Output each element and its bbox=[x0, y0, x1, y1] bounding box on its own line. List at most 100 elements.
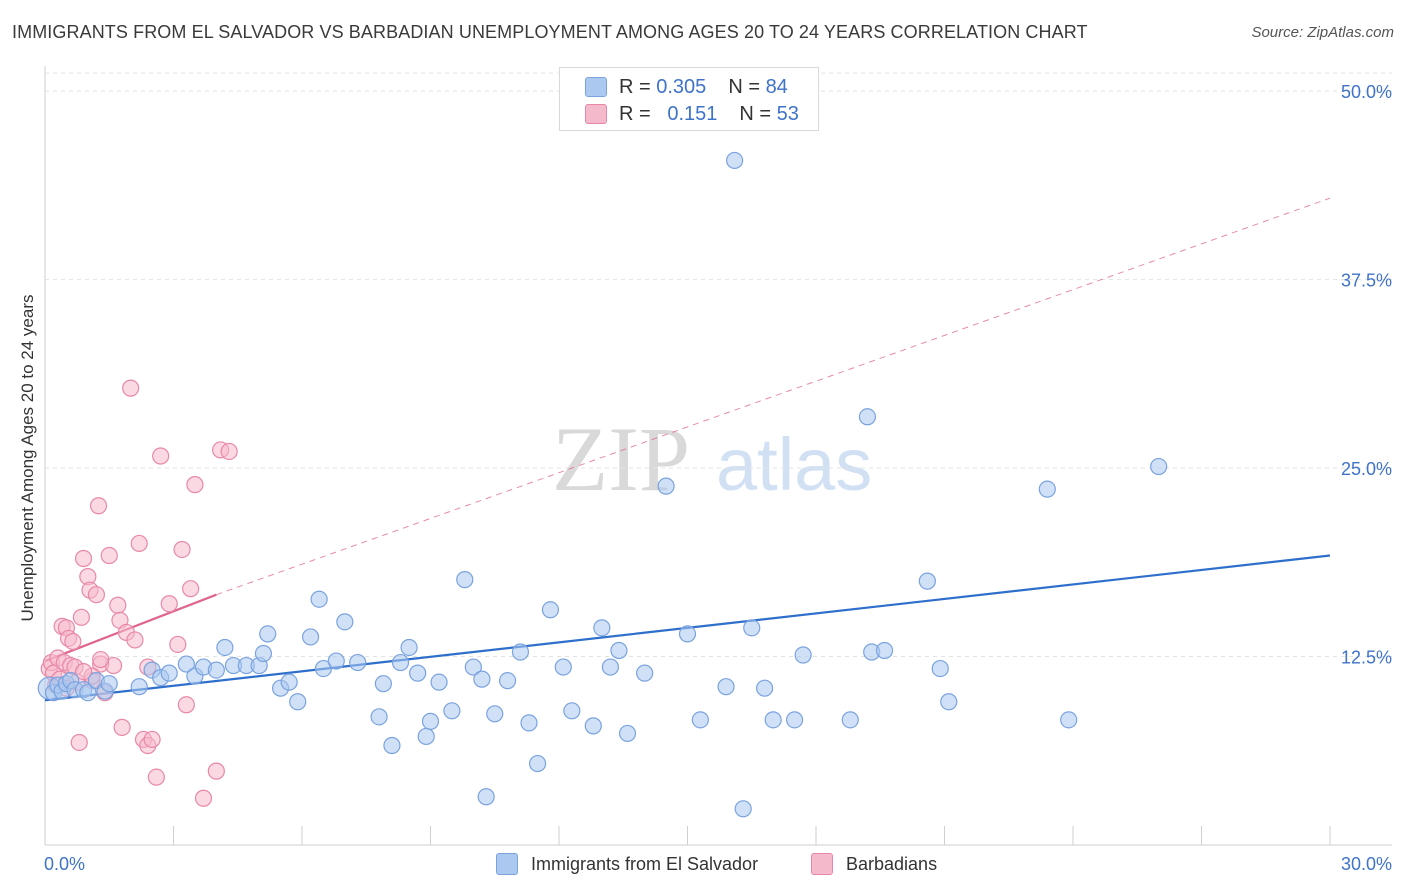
data-point-el-salvador bbox=[678, 625, 697, 643]
data-point-el-salvador bbox=[918, 572, 936, 590]
legend-r-value: 0.305 bbox=[656, 75, 707, 98]
data-point-barbadians bbox=[194, 789, 213, 807]
data-point-el-salvador bbox=[717, 678, 735, 696]
data-point-el-salvador bbox=[456, 571, 474, 589]
data-point-el-salvador bbox=[383, 736, 401, 755]
data-point-el-salvador bbox=[486, 705, 504, 723]
legend-r-label: R = bbox=[619, 102, 651, 125]
x-tick-label: 30.0% bbox=[1341, 854, 1392, 874]
data-point-el-salvador bbox=[1150, 457, 1168, 476]
data-point-el-salvador bbox=[160, 664, 178, 682]
data-point-barbadians bbox=[109, 596, 127, 614]
data-point-barbadians bbox=[173, 540, 191, 559]
data-point-el-salvador bbox=[584, 717, 602, 735]
data-point-el-salvador bbox=[499, 672, 517, 690]
legend-n-value: 84 bbox=[765, 75, 788, 98]
data-point-barbadians bbox=[64, 632, 82, 651]
data-point-el-salvador bbox=[417, 727, 435, 746]
data-point-el-salvador bbox=[1038, 480, 1056, 498]
y-tick-label: 50.0% bbox=[1341, 82, 1392, 102]
bottom-legend-el-salvador: Immigrants from El Salvador bbox=[496, 852, 758, 876]
data-point-barbadians bbox=[74, 549, 93, 568]
data-point-barbadians bbox=[143, 730, 161, 749]
data-point-el-salvador bbox=[301, 628, 320, 646]
data-point-el-salvador bbox=[409, 664, 427, 682]
data-point-barbadians bbox=[100, 546, 118, 565]
data-point-el-salvador bbox=[79, 684, 97, 702]
data-point-barbadians bbox=[152, 447, 170, 465]
legend-n-label: N = bbox=[739, 102, 772, 125]
data-point-el-salvador bbox=[755, 679, 774, 697]
bottom-legend-swatch-blue bbox=[496, 853, 518, 875]
data-point-el-salvador bbox=[443, 702, 461, 720]
data-point-el-salvador bbox=[726, 151, 744, 170]
data-point-el-salvador bbox=[593, 619, 611, 637]
data-point-el-salvador bbox=[327, 652, 345, 670]
data-point-el-salvador bbox=[940, 693, 958, 711]
legend-row-el-salvador: R = 0.305 N = 84 bbox=[585, 75, 788, 99]
data-point-el-salvador bbox=[349, 653, 367, 672]
data-point-barbadians bbox=[72, 608, 91, 626]
data-point-el-salvador bbox=[743, 619, 761, 637]
data-point-el-salvador bbox=[391, 653, 410, 672]
data-point-el-salvador bbox=[310, 590, 328, 608]
tick-labels: 12.5% 25.0% 37.5% 50.0% 0.0% 30.0% bbox=[44, 82, 1392, 874]
data-point-el-salvador bbox=[259, 625, 277, 643]
data-point-barbadians bbox=[169, 635, 187, 654]
data-point-el-salvador bbox=[734, 800, 752, 818]
data-point-el-salvador bbox=[254, 644, 273, 663]
data-point-barbadians bbox=[220, 442, 238, 461]
legend-swatch-pink bbox=[585, 104, 607, 124]
barbadians-points bbox=[40, 379, 238, 807]
legend-r-label: R = bbox=[619, 75, 651, 98]
data-point-barbadians bbox=[89, 497, 108, 515]
data-point-el-salvador bbox=[563, 702, 581, 720]
data-point-barbadians bbox=[87, 586, 106, 604]
data-point-barbadians bbox=[186, 476, 204, 494]
data-point-el-salvador bbox=[421, 712, 440, 730]
data-point-el-salvador bbox=[477, 788, 495, 806]
data-point-el-salvador bbox=[764, 711, 782, 729]
data-point-barbadians bbox=[70, 733, 88, 752]
y-tick-label: 12.5% bbox=[1341, 648, 1392, 668]
data-point-barbadians bbox=[177, 696, 195, 714]
bottom-legend-label: Immigrants from El Salvador bbox=[531, 853, 759, 874]
data-point-el-salvador bbox=[636, 664, 654, 682]
chart-title: IMMIGRANTS FROM EL SALVADOR VS BARBADIAN… bbox=[12, 22, 1088, 42]
bottom-legend-barbadians: Barbadians bbox=[811, 852, 937, 876]
watermark-zip: ZIP bbox=[552, 408, 690, 510]
data-point-el-salvador bbox=[207, 661, 225, 679]
data-point-el-salvador bbox=[464, 658, 482, 676]
data-point-el-salvador bbox=[528, 754, 547, 773]
data-point-el-salvador bbox=[280, 673, 298, 691]
y-tick-label: 37.5% bbox=[1341, 271, 1392, 291]
data-point-el-salvador bbox=[370, 708, 388, 726]
legend-row-barbadians: R = 0.151 N = 53 bbox=[585, 102, 799, 126]
x-tick-label: 0.0% bbox=[44, 854, 85, 874]
data-point-el-salvador bbox=[289, 693, 307, 711]
data-point-el-salvador bbox=[601, 658, 620, 676]
data-point-el-salvador bbox=[520, 714, 538, 732]
bottom-legend-swatch-pink bbox=[811, 853, 833, 875]
el-salvador-points bbox=[37, 84, 1168, 818]
trend-line-barbadians-extension bbox=[216, 197, 1331, 596]
legend-r-value: 0.151 bbox=[667, 102, 718, 125]
bottom-legend-label: Barbadians bbox=[846, 853, 938, 874]
data-point-barbadians bbox=[207, 762, 225, 780]
data-point-el-salvador bbox=[541, 601, 560, 619]
data-point-el-salvador bbox=[691, 711, 709, 729]
data-point-el-salvador bbox=[400, 638, 418, 657]
data-point-barbadians bbox=[122, 379, 140, 397]
grid-lines bbox=[45, 72, 1392, 658]
data-point-el-salvador bbox=[794, 646, 812, 664]
data-point-el-salvador bbox=[610, 641, 628, 660]
data-point-barbadians bbox=[74, 663, 93, 681]
data-point-barbadians bbox=[130, 534, 148, 553]
watermark-atlas: atlas bbox=[716, 423, 872, 506]
data-point-barbadians bbox=[160, 595, 178, 613]
data-point-el-salvador bbox=[177, 655, 195, 673]
data-point-el-salvador bbox=[430, 673, 448, 691]
data-point-barbadians bbox=[126, 631, 144, 649]
data-point-barbadians bbox=[92, 650, 110, 669]
